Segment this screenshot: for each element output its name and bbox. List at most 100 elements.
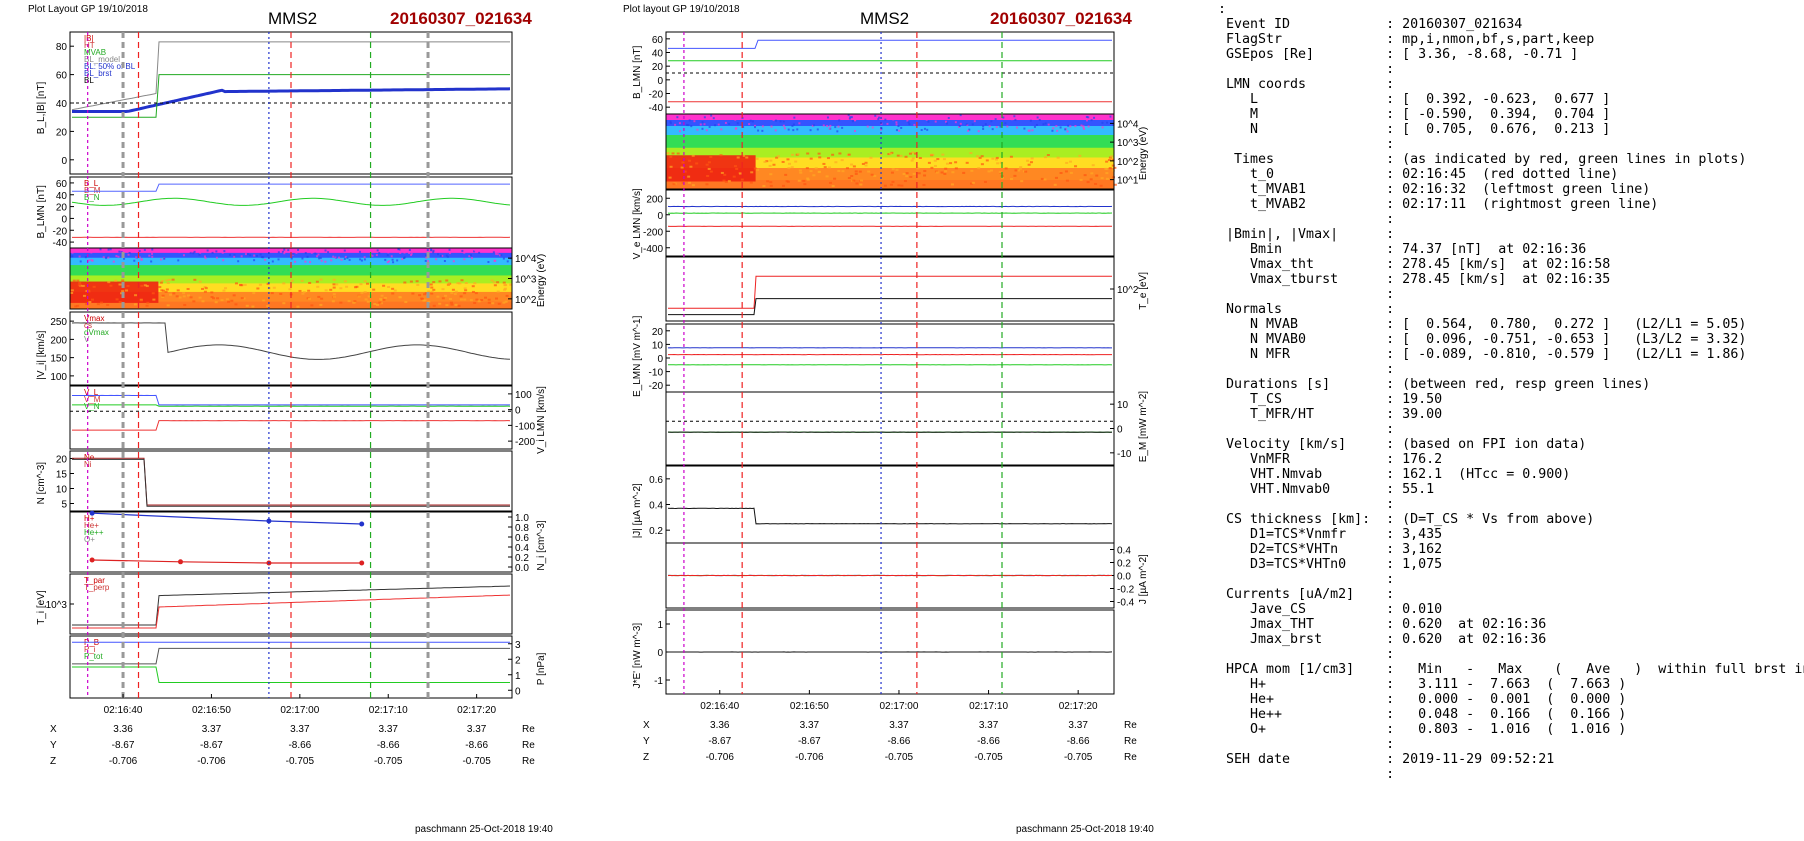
spectrogram-speckle <box>140 284 144 287</box>
spectrogram-speckle <box>946 122 949 125</box>
energy-spectrogram <box>666 114 1117 190</box>
y-axis-label: B_LMN [nT] <box>36 185 47 239</box>
spectrogram-speckle <box>384 258 387 261</box>
y-tick-label: 10^3 <box>1117 138 1139 149</box>
spectrogram-speckle <box>809 170 813 173</box>
spectrogram-speckle <box>120 292 124 295</box>
spectrogram-speckle <box>137 248 140 251</box>
spectrogram-speckle <box>456 282 460 285</box>
spectrogram-speckle <box>781 160 785 163</box>
spectrogram-speckle <box>783 118 786 121</box>
spectrogram-speckle <box>823 166 827 169</box>
y-tick-label: 0 <box>515 686 521 697</box>
spectrogram-speckle <box>150 260 153 263</box>
spectrogram-speckle <box>850 175 854 178</box>
spectrogram-speckle <box>761 125 764 128</box>
spectrogram-speckle <box>364 298 368 301</box>
spectrogram-speckle <box>304 260 307 263</box>
spectrogram-speckle <box>965 161 969 164</box>
spectrogram-speckle <box>211 251 214 254</box>
y-tick-label: 60 <box>56 179 68 190</box>
spectrogram-speckle <box>867 170 871 173</box>
spectrogram-speckle <box>463 251 466 254</box>
spectrogram-speckle <box>1107 159 1111 162</box>
spectrogram-speckle <box>1033 125 1036 128</box>
legend-entry: He+ <box>84 521 99 530</box>
spectrogram-speckle <box>707 167 711 170</box>
spectrogram-speckle <box>398 296 402 299</box>
spectrogram-speckle <box>1065 179 1069 182</box>
spectrogram-speckle <box>453 293 457 296</box>
y-tick-label: 200 <box>646 194 663 205</box>
spectrogram-speckle <box>387 251 390 254</box>
spectrogram-speckle <box>933 164 937 167</box>
y-tick-label: 0 <box>657 648 663 659</box>
spectrogram-speckle <box>895 123 898 126</box>
panel-4: 10^2 T_e [eV] <box>665 256 1149 322</box>
coord-value: -8.66 <box>465 740 488 751</box>
spectrogram-speckle <box>755 157 759 160</box>
spectrogram-band <box>666 114 1114 121</box>
spectrogram-speckle <box>749 181 753 184</box>
spectrogram-speckle <box>366 282 370 285</box>
spectrogram-speckle <box>378 252 381 255</box>
spectrogram-speckle <box>449 252 452 255</box>
spectrogram-speckle <box>270 292 274 295</box>
coord-value: -8.66 <box>288 740 311 751</box>
spectrogram-speckle <box>121 279 125 282</box>
spectrogram-speckle <box>865 116 868 119</box>
info-line: : <box>1218 287 1395 302</box>
spectrogram-speckle <box>425 249 428 252</box>
spectrogram-speckle <box>1002 116 1005 119</box>
spectrogram-speckle <box>277 251 280 254</box>
spectrogram-speckle <box>243 283 247 286</box>
spectrogram-speckle <box>708 125 711 128</box>
y-tick-label: 100 <box>515 390 532 401</box>
panel-frame <box>665 256 1115 322</box>
spectrogram-speckle <box>324 289 328 292</box>
spectrogram-speckle <box>161 296 165 299</box>
spectrogram-speckle <box>274 250 277 253</box>
spectrogram-speckle <box>474 292 478 295</box>
spectrogram-speckle <box>70 291 74 294</box>
coord-value: -0.706 <box>197 756 226 767</box>
spectrogram-speckle <box>227 300 231 303</box>
spectrogram-speckle <box>107 248 110 251</box>
spectrogram-speckle <box>251 305 255 308</box>
spectrogram-speckle <box>192 252 195 255</box>
series-line <box>668 39 1112 49</box>
spectrogram-speckle <box>372 288 376 291</box>
spectrogram-speckle <box>473 250 476 253</box>
spectrogram-speckle <box>188 250 191 253</box>
spectrogram-speckle <box>1010 118 1013 121</box>
spectrogram-speckle <box>424 259 427 262</box>
spectrogram-speckle <box>1083 174 1087 177</box>
spectrogram-speckle <box>262 299 266 302</box>
spectrogram-speckle <box>918 157 922 160</box>
legend-entry: dVmax <box>84 328 109 337</box>
spectrogram-speckle <box>186 287 190 290</box>
spectrogram-speckle <box>161 289 165 292</box>
spectrogram-speckle <box>432 304 436 307</box>
legend-entry: V <box>84 335 90 344</box>
spectrogram-speckle <box>502 301 506 304</box>
spectrogram-speckle <box>425 256 428 259</box>
spectrogram-speckle <box>787 128 790 131</box>
spectrogram-speckle <box>769 173 773 176</box>
spectrogram-speckle <box>212 297 216 300</box>
spectrogram-speckle <box>895 168 899 171</box>
info-line: Normals : <box>1218 302 1395 317</box>
spectrogram-speckle <box>977 167 981 170</box>
spectrogram-speckle <box>703 116 706 119</box>
spectrogram-speckle <box>464 289 468 292</box>
spectrogram-speckle <box>165 288 169 291</box>
spectrogram-speckle <box>409 280 413 283</box>
spectrogram-speckle <box>319 303 323 306</box>
spectrogram-speckle <box>449 297 453 300</box>
info-line: T_CS : 19.50 <box>1218 392 1443 407</box>
spectrogram-speckle <box>441 254 444 257</box>
spectrogram-speckle <box>1074 125 1077 128</box>
spectrogram-speckle <box>1056 129 1059 132</box>
spectrogram-speckle <box>859 183 863 186</box>
